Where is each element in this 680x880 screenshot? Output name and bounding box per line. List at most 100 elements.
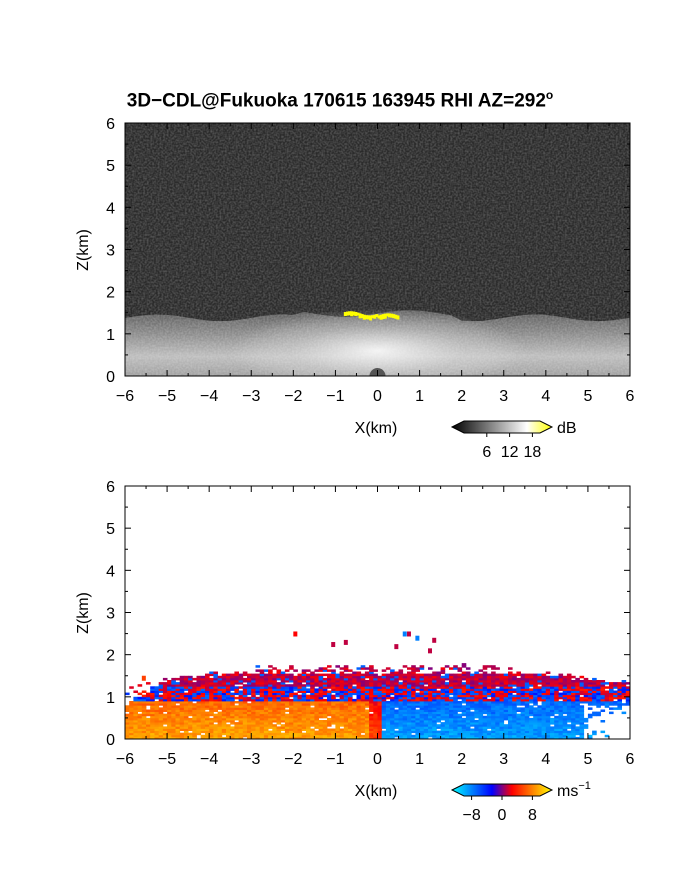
- velocity-cell: [385, 730, 391, 734]
- velocity-cell: [486, 684, 492, 687]
- velocity-cell: [217, 684, 223, 687]
- velocity-cell: [318, 667, 324, 670]
- velocity-cell: [318, 728, 324, 731]
- velocity-cell: [566, 734, 572, 738]
- velocity-cell: [486, 732, 492, 736]
- velocity-cell: [200, 736, 206, 739]
- velocity-cell: [352, 724, 357, 727]
- velocity-outlier: [293, 631, 298, 637]
- velocity-cell: [360, 726, 366, 729]
- velocity-cell: [402, 677, 408, 681]
- velocity-cell: [268, 730, 273, 734]
- velocity-cell: [327, 665, 332, 668]
- velocity-cell: [474, 713, 479, 717]
- velocity-cell: [369, 682, 374, 685]
- velocity-cell: [226, 707, 231, 710]
- velocity-cell: [209, 717, 214, 721]
- velocity-cell: [545, 736, 551, 739]
- velocity-cell: [331, 730, 336, 734]
- velocity-cell: [571, 701, 576, 704]
- velocity-cell: [196, 677, 202, 681]
- velocity-cell: [541, 675, 547, 679]
- velocity-cell: [339, 673, 345, 677]
- velocity-cell: [242, 705, 248, 708]
- velocity-cell: [592, 682, 597, 685]
- velocity-cell: [423, 705, 429, 708]
- velocity-cell: [356, 696, 362, 700]
- velocity-cell: [398, 688, 404, 691]
- velocity-cell: [508, 690, 513, 693]
- velocity-cell: [331, 669, 336, 672]
- velocity-cell: [436, 698, 441, 702]
- colorbar-unit: ms−1: [557, 780, 591, 800]
- velocity-cell: [348, 724, 353, 727]
- velocity-cell: [238, 711, 244, 715]
- velocity-cell: [428, 728, 433, 731]
- velocity-cell: [335, 707, 340, 710]
- velocity-cell: [432, 722, 437, 725]
- velocity-cell: [339, 694, 345, 698]
- velocity-cell: [200, 715, 206, 719]
- velocity-cell: [398, 692, 404, 696]
- velocity-cell: [314, 688, 319, 691]
- velocity-cell: [339, 705, 345, 708]
- velocity-cell: [508, 682, 513, 685]
- velocity-cell: [369, 713, 374, 717]
- velocity-cell: [162, 690, 168, 693]
- velocity-cell: [255, 703, 261, 706]
- velocity-cell: [432, 730, 437, 734]
- velocity-cell: [217, 728, 223, 731]
- velocity-cell: [188, 682, 193, 685]
- velocity-cell: [558, 703, 564, 706]
- velocity-cell: [419, 680, 425, 683]
- velocity-cell: [516, 728, 521, 731]
- velocity-cell: [217, 707, 223, 710]
- velocity-cell: [541, 696, 547, 700]
- velocity-cell: [183, 720, 189, 723]
- velocity-cell: [146, 732, 151, 736]
- velocity-cell: [171, 736, 176, 739]
- velocity-cell: [621, 688, 627, 691]
- velocity-cell: [419, 694, 425, 698]
- velocity-cell: [230, 692, 235, 696]
- velocity-cell: [348, 736, 353, 739]
- x-tick-label: 5: [583, 388, 592, 405]
- velocity-cell: [352, 732, 357, 736]
- velocity-cell: [251, 711, 256, 715]
- velocity-cell: [179, 734, 185, 738]
- velocity-cell: [440, 728, 446, 731]
- velocity-cell: [545, 734, 551, 738]
- velocity-cell: [369, 701, 374, 704]
- velocity-cell: [453, 734, 458, 738]
- velocity-cell: [343, 722, 349, 725]
- velocity-cell: [221, 694, 227, 698]
- velocity-cell: [276, 684, 282, 687]
- velocity-cell: [289, 698, 294, 702]
- velocity-cell: [364, 705, 370, 708]
- velocity-cell: [238, 705, 244, 708]
- velocity-cell: [377, 709, 383, 712]
- velocity-cell: [369, 669, 374, 672]
- velocity-cell: [478, 722, 484, 725]
- velocity-cell: [179, 688, 185, 691]
- velocity-cell: [449, 690, 454, 693]
- velocity-cell: [499, 717, 505, 721]
- velocity-cell: [533, 724, 538, 727]
- velocity-cell: [171, 728, 176, 731]
- velocity-cell: [516, 720, 521, 723]
- velocity-cell: [491, 728, 496, 731]
- velocity-cell: [192, 711, 197, 715]
- velocity-cell: [453, 694, 458, 698]
- velocity-cell: [571, 736, 576, 739]
- velocity-cell: [242, 690, 248, 693]
- velocity-cell: [183, 726, 189, 729]
- velocity-cell: [596, 711, 601, 715]
- velocity-cell: [411, 730, 416, 734]
- velocity-cell: [486, 709, 492, 712]
- velocity-cell: [407, 671, 412, 674]
- velocity-cell: [411, 720, 416, 723]
- velocity-cell: [390, 709, 395, 712]
- velocity-cell: [613, 682, 618, 685]
- velocity-outlier: [331, 642, 336, 648]
- velocity-cell: [579, 675, 585, 679]
